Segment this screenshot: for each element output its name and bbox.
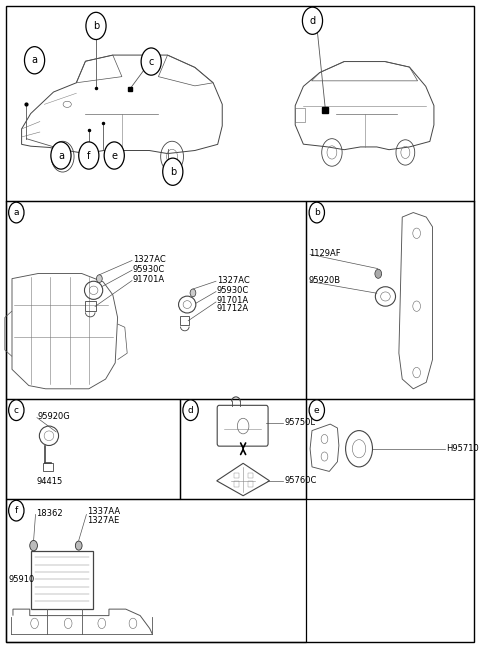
Circle shape <box>75 541 82 550</box>
Text: f: f <box>15 506 18 515</box>
Circle shape <box>86 12 106 40</box>
Circle shape <box>309 202 324 223</box>
Circle shape <box>302 7 323 34</box>
Circle shape <box>9 500 24 521</box>
Circle shape <box>79 142 99 169</box>
Text: 94415: 94415 <box>37 477 63 485</box>
Circle shape <box>190 289 196 297</box>
Bar <box>180 316 189 325</box>
Text: 95920B: 95920B <box>309 276 341 284</box>
Circle shape <box>96 275 102 283</box>
Bar <box>6 399 180 499</box>
Text: 1327AC: 1327AC <box>133 255 166 264</box>
Text: a: a <box>13 208 19 217</box>
Circle shape <box>9 202 24 223</box>
Text: 1327AE: 1327AE <box>87 516 120 526</box>
Circle shape <box>309 400 324 421</box>
Text: 1337AA: 1337AA <box>87 507 120 516</box>
Bar <box>85 301 96 311</box>
Text: a: a <box>32 55 37 65</box>
Circle shape <box>9 400 24 421</box>
Text: c: c <box>148 56 154 67</box>
Bar <box>6 201 306 399</box>
Bar <box>306 399 474 499</box>
Bar <box>43 463 53 470</box>
Text: b: b <box>314 208 320 217</box>
Text: 95760C: 95760C <box>284 476 316 485</box>
Bar <box>306 201 474 399</box>
Text: 18362: 18362 <box>36 509 63 518</box>
Text: d: d <box>188 406 193 415</box>
Bar <box>31 551 93 609</box>
Circle shape <box>183 400 198 421</box>
Text: 91701A: 91701A <box>217 296 249 305</box>
Text: 95930C: 95930C <box>133 265 165 274</box>
Text: 91701A: 91701A <box>133 275 165 284</box>
Text: 91712A: 91712A <box>217 304 249 313</box>
Text: 95920G: 95920G <box>38 412 71 421</box>
Circle shape <box>375 270 382 279</box>
Bar <box>234 473 239 478</box>
Text: c: c <box>14 406 19 415</box>
Text: a: a <box>58 150 64 161</box>
Text: e: e <box>111 150 117 161</box>
Bar <box>248 473 252 478</box>
Text: H95710: H95710 <box>446 445 479 453</box>
Bar <box>6 499 306 642</box>
Circle shape <box>30 540 37 551</box>
Text: 95910: 95910 <box>8 575 35 584</box>
Bar <box>180 399 306 499</box>
Bar <box>248 481 252 487</box>
Circle shape <box>104 142 124 169</box>
Circle shape <box>141 48 161 75</box>
Text: 1129AF: 1129AF <box>309 249 340 257</box>
Text: 95930C: 95930C <box>217 286 249 295</box>
Text: 95750L: 95750L <box>284 419 315 427</box>
Circle shape <box>51 142 71 169</box>
Text: e: e <box>314 406 320 415</box>
Bar <box>295 108 305 122</box>
Text: f: f <box>87 150 91 161</box>
Bar <box>234 481 239 487</box>
Text: b: b <box>93 21 99 31</box>
Text: b: b <box>169 167 176 177</box>
Circle shape <box>24 47 45 74</box>
Circle shape <box>163 158 183 185</box>
Text: 1327AC: 1327AC <box>217 276 250 285</box>
Text: d: d <box>310 16 315 26</box>
